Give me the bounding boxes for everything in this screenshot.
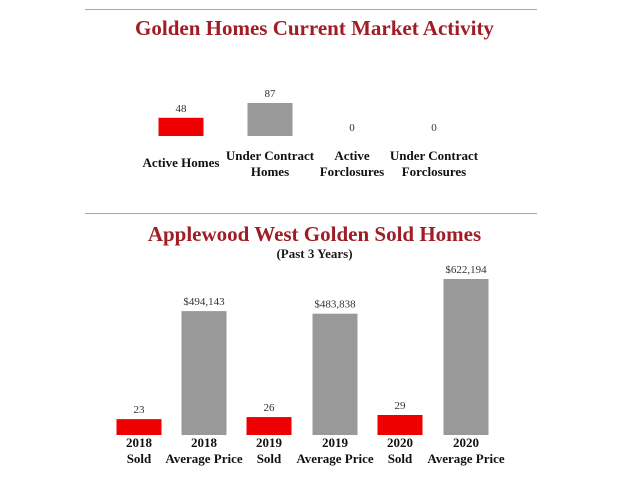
sold-bar-3 xyxy=(312,313,358,435)
sold-value-label-3: $483,838 xyxy=(314,299,356,311)
sold-category-label-0-0: 2018 xyxy=(126,435,153,450)
sold-category-label-3-1: Average Price xyxy=(296,451,374,466)
top-divider xyxy=(85,9,537,10)
market-category-label-1-0: Under Contract xyxy=(226,148,315,163)
sold-bar-0 xyxy=(116,419,162,435)
sold-category-label-1-1: Average Price xyxy=(165,451,243,466)
sold-category-label-0-1: Sold xyxy=(127,451,152,466)
sold-homes-title: Applewood West Golden Sold Homes xyxy=(147,222,482,246)
market-value-label-2: 0 xyxy=(349,122,355,134)
sold-category-label-4-1: Sold xyxy=(388,451,413,466)
sold-category-label-2-1: Sold xyxy=(257,451,282,466)
market-value-label-3: 0 xyxy=(431,122,437,134)
market-category-label-3-0: Under Contract xyxy=(390,148,479,163)
sold-value-label-5: $622,194 xyxy=(445,264,487,276)
market-value-label-0: 48 xyxy=(176,103,188,115)
sold-value-label-0: 23 xyxy=(134,404,146,416)
market-bar-1 xyxy=(247,103,293,136)
sold-value-label-2: 26 xyxy=(264,402,276,414)
market-bar-0 xyxy=(158,117,204,136)
sold-bar-2 xyxy=(246,417,292,435)
sold-category-label-1-0: 2018 xyxy=(191,435,218,450)
sold-homes-subtitle: (Past 3 Years) xyxy=(276,246,353,261)
sold-bar-5 xyxy=(443,279,489,435)
sold-category-label-5-0: 2020 xyxy=(453,435,479,450)
sold-value-label-4: 29 xyxy=(395,400,407,412)
sold-category-label-4-0: 2020 xyxy=(387,435,413,450)
sold-bar-4 xyxy=(377,415,423,435)
middle-divider xyxy=(85,213,537,214)
market-category-label-2-0: Active xyxy=(334,148,370,163)
market-category-label-1-1: Homes xyxy=(251,164,289,179)
market-category-label-0-0: Active Homes xyxy=(143,155,220,170)
market-category-label-3-1: Forclosures xyxy=(402,164,467,179)
sold-category-label-3-0: 2019 xyxy=(322,435,349,450)
sold-value-label-1: $494,143 xyxy=(183,296,225,308)
market-category-label-2-1: Forclosures xyxy=(320,164,385,179)
market-activity-title: Golden Homes Current Market Activity xyxy=(135,16,494,40)
sold-category-label-2-0: 2019 xyxy=(256,435,283,450)
sold-bar-1 xyxy=(181,311,227,435)
market-value-label-1: 87 xyxy=(265,88,277,100)
sold-category-label-5-1: Average Price xyxy=(427,451,505,466)
